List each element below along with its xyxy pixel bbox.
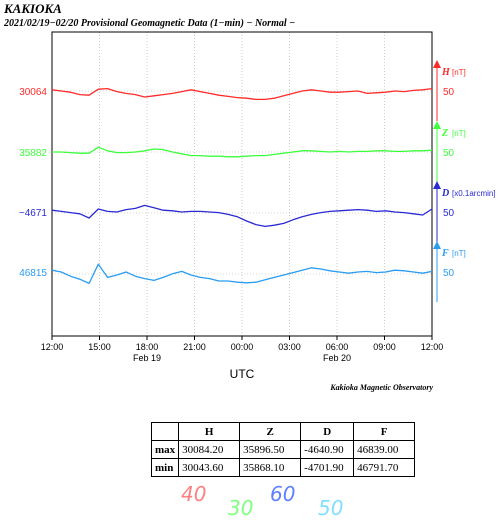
x-tick-label: 18:00 [136, 342, 159, 352]
stats-header-z: Z [239, 422, 302, 441]
stats-cell: 35896.50 [239, 440, 302, 459]
series-scale-label: 50 [443, 268, 455, 279]
stats-header-d: D [300, 422, 355, 441]
stats-row-min: min 30043.60 35868.10 -4701.90 46791.70 [150, 458, 416, 477]
scale-arrowhead [433, 241, 441, 249]
chart-subtitle: 2021/02/19−02/20 Provisional Geomagnetic… [3, 18, 295, 29]
stats-corner [150, 422, 180, 441]
series-name: H [441, 67, 451, 78]
series-unit: [nT] [452, 249, 466, 258]
series-base-label: 35882 [19, 148, 47, 159]
stats-header-h: H [178, 422, 241, 441]
x-date-label: Feb 19 [133, 353, 161, 363]
x-date-label: Feb 20 [323, 353, 351, 363]
stats-cell: -4701.90 [300, 458, 355, 477]
series-base-label: −4671 [19, 208, 48, 219]
station-title: KAKIOKA [3, 1, 62, 16]
series-name: F [441, 248, 449, 259]
stats-cell: 46839.00 [353, 440, 416, 459]
x-tick-label: 00:00 [231, 342, 254, 352]
series-scale-label: 50 [443, 148, 455, 159]
stats-cell: 30084.20 [178, 440, 241, 459]
x-tick-label: 15:00 [88, 342, 111, 352]
x-tick-label: 09:00 [373, 342, 396, 352]
scale-mark-40: 40 [181, 482, 207, 506]
x-tick-label: 06:00 [326, 342, 349, 352]
series-unit: [nT] [452, 68, 466, 77]
series-scale-label: 50 [443, 87, 455, 98]
series-name: Z [441, 128, 448, 139]
scale-mark-50: 50 [318, 496, 344, 520]
x-tick-label: 12:00 [421, 342, 444, 352]
scale-arrowhead [433, 121, 441, 129]
series-scale-label: 50 [443, 208, 455, 219]
stats-row-label: max [150, 440, 180, 459]
scale-mark-60: 60 [270, 482, 296, 506]
stats-header-f: F [353, 422, 416, 441]
scale-mark-30: 30 [228, 496, 254, 520]
x-tick-label: 12:00 [41, 342, 64, 352]
series-unit: [nT] [452, 129, 466, 138]
series-unit: [x0.1arcmin] [452, 189, 496, 198]
stats-header-row: H Z D F [150, 422, 416, 441]
stats-cell: 35868.10 [239, 458, 302, 477]
scale-arrowhead [433, 181, 441, 189]
stats-cell: 46791.70 [353, 458, 416, 477]
series-line-f [51, 263, 433, 285]
stats-row-max: max 30084.20 35896.50 -4640.90 46839.00 [150, 440, 416, 459]
x-axis: 12:00 15:00 18:00 21:00 00:00 03:00 06:00 09:00… [41, 336, 444, 363]
series-line-z [52, 146, 433, 158]
series-line-d [51, 204, 433, 228]
grid [52, 32, 432, 336]
stats-row-label: min [150, 458, 180, 477]
observatory-credit: Kakioka Magnetic Observatory [329, 383, 433, 392]
scale-arrowhead [433, 60, 441, 68]
stats-table: H Z D F max 30084.20 35896.50 -4640.90 4… [150, 422, 416, 477]
x-axis-label: UTC [230, 367, 255, 381]
geomagnetic-chart: KAKIOKA 2021/02/19−02/20 Provisional Geo… [3, 1, 496, 392]
series-base-label: 46815 [19, 268, 47, 279]
stats-cell: -4640.90 [300, 440, 355, 459]
stats-cell: 30043.60 [178, 458, 241, 477]
series-name: D [441, 188, 449, 199]
x-tick-label: 03:00 [278, 342, 301, 352]
x-tick-label: 21:00 [183, 342, 206, 352]
series-base-label: 30064 [19, 87, 47, 98]
series-line-h [51, 87, 433, 101]
